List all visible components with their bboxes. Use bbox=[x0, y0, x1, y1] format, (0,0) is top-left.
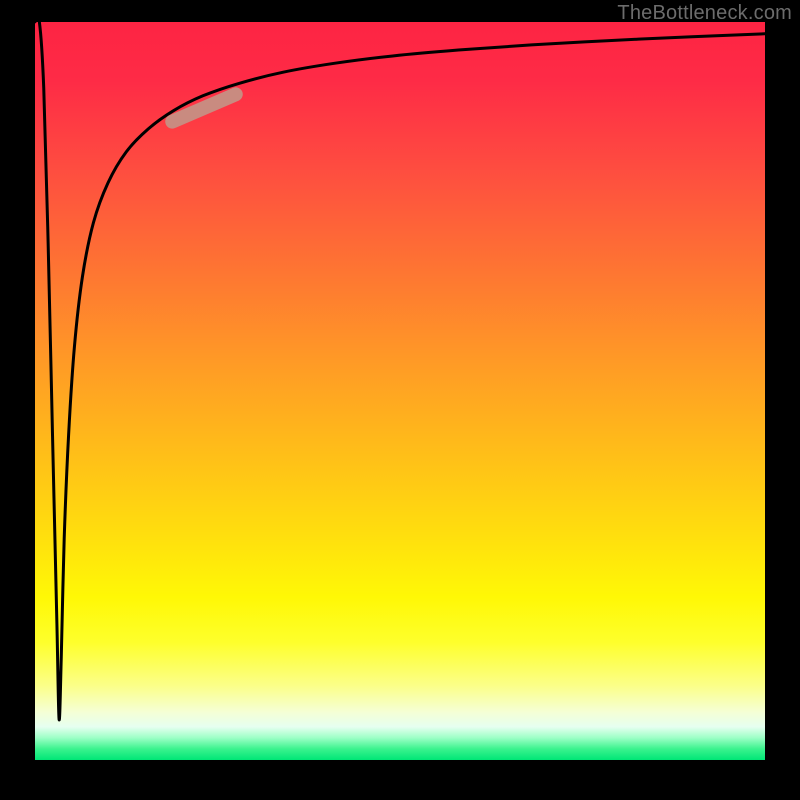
heatmap-gradient-chart bbox=[35, 22, 765, 760]
chart-outer-frame: TheBottleneck.com bbox=[0, 0, 800, 800]
plot-area bbox=[35, 22, 765, 760]
